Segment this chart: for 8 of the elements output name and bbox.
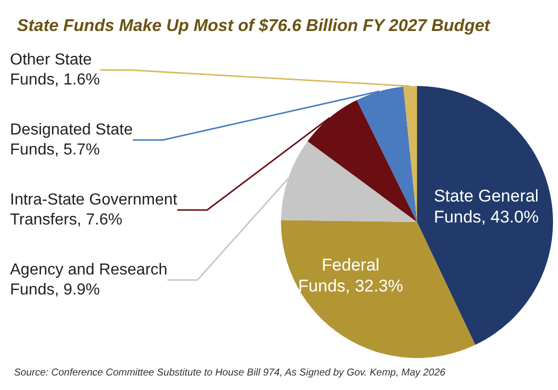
slice-label: Designated State Funds, 5.7% [10,122,133,158]
slice-label: Other State Funds, 1.6% [10,52,100,88]
slice-label: State General Funds, 43.0% [434,186,539,226]
source-note: Source: Conference Committee Substitute to House Bill 974, As Signed by Gov. Kemp, May 2026 [14,368,446,378]
chart-title: State Funds Make Up Most of $76.6 Billion FY 2027 Budget [17,16,492,35]
slice-label: Agency and Research Funds, 9.9% [10,262,168,298]
slice-label: Federal Funds, 32.3% [298,256,404,296]
slice-label: Intra-State Government Transfers, 7.6% [10,192,178,228]
